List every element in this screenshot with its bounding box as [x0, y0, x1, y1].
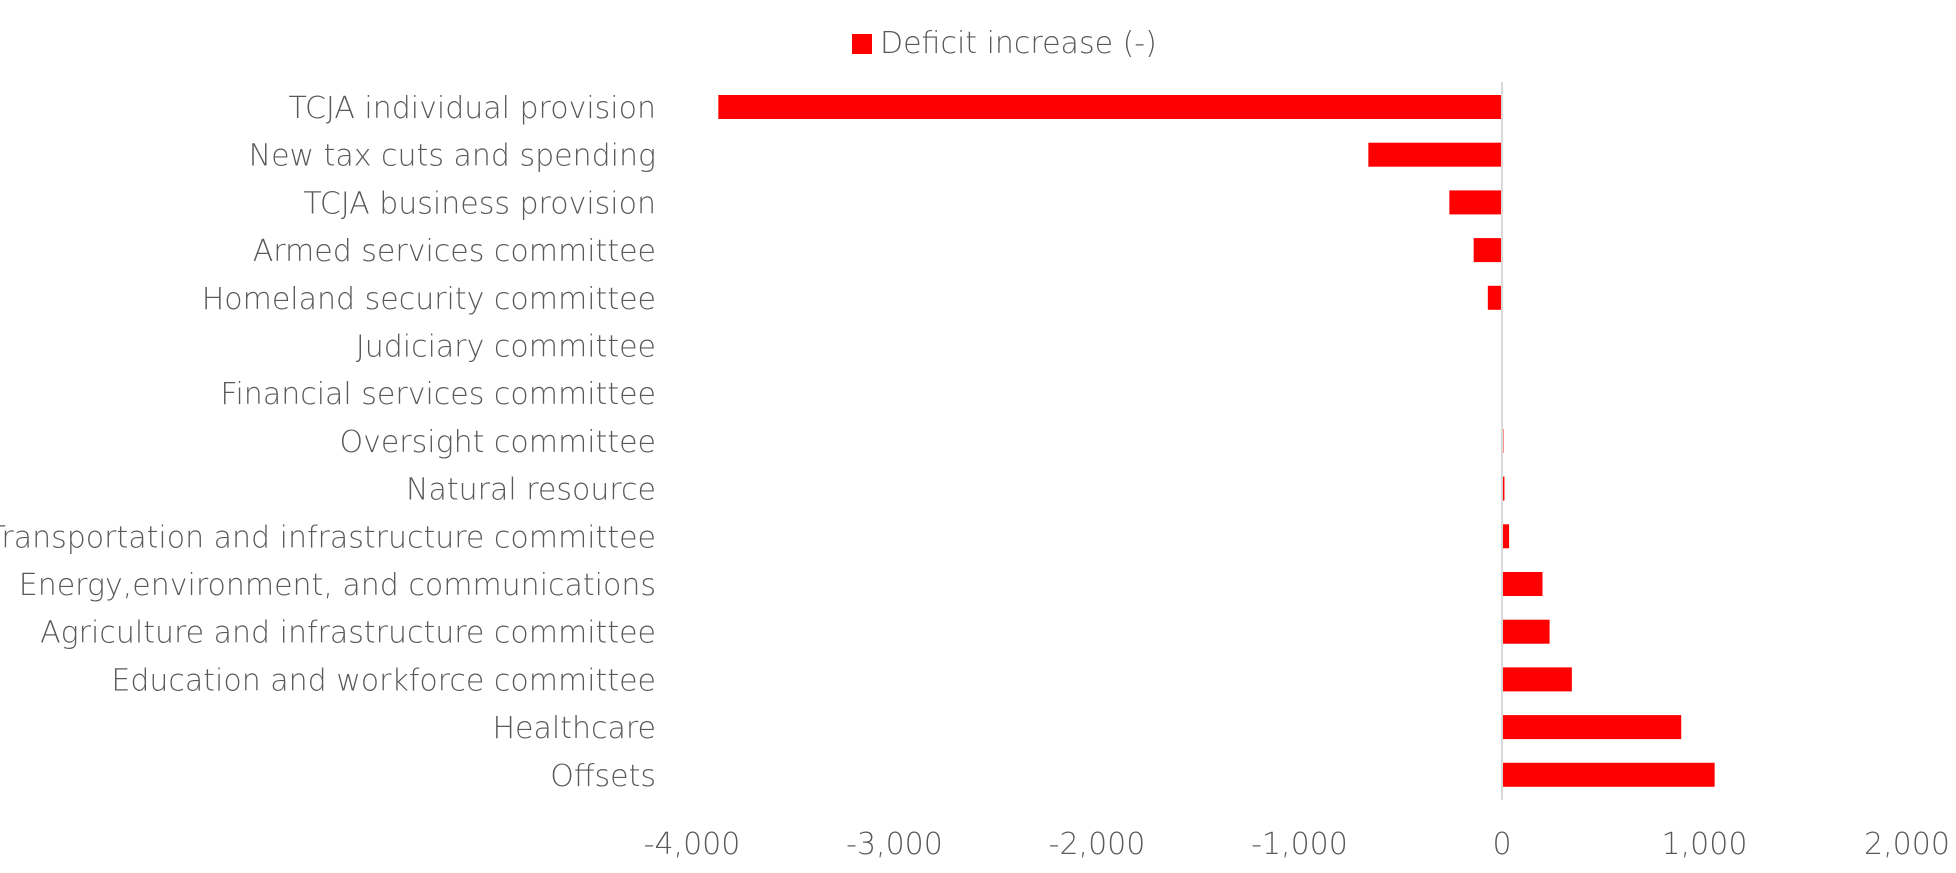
category-label-2: TCJA business provision — [303, 186, 656, 221]
category-label-12: Education and workforce committee — [111, 663, 656, 698]
bar-9 — [1502, 524, 1510, 549]
category-label-0: TCJA individual provision — [288, 91, 656, 126]
bar-3 — [1473, 238, 1502, 263]
category-label-5: Judiciary committee — [356, 330, 656, 365]
category-label-6: Financial services committee — [220, 377, 656, 412]
x-tick-label-3: -1,000 — [1251, 827, 1348, 862]
x-tick-label-1: -3,000 — [846, 827, 943, 862]
x-tick-label-2: -2,000 — [1049, 827, 1146, 862]
category-label-4: Homeland security committee — [202, 282, 656, 317]
bar-10 — [1502, 572, 1543, 596]
x-tick-label-6: 2,000 — [1864, 827, 1950, 862]
bar-1 — [1368, 142, 1502, 167]
x-tick-label-0: -4,000 — [644, 827, 741, 862]
bar-11 — [1502, 619, 1550, 644]
category-label-10: Energy,environment, and communications — [19, 568, 656, 603]
bars-group — [718, 95, 1715, 787]
category-label-11: Agriculture and infrastructure committee — [40, 616, 656, 651]
category-labels: TCJA individual provision New tax cuts an… — [0, 91, 656, 794]
category-label-9: Transportation and infrastructure commit… — [0, 520, 656, 555]
legend-label: Deficit increase (-) — [880, 26, 1157, 61]
category-label-1: New tax cuts and spending — [249, 139, 656, 174]
category-label-7: Oversight committee — [339, 425, 656, 460]
x-tick-label-5: 1,000 — [1662, 827, 1748, 862]
bar-14 — [1502, 762, 1715, 787]
bar-13 — [1502, 715, 1682, 740]
bar-2 — [1449, 190, 1502, 215]
bar-0 — [718, 95, 1502, 119]
category-label-3: Armed services committee — [253, 234, 656, 269]
x-axis-tick-labels: -4,000 -3,000 -2,000 -1,000 0 1,000 2,000 — [644, 827, 1950, 862]
bar-12 — [1502, 667, 1572, 692]
category-label-13: Healthcare — [492, 711, 656, 746]
category-label-8: Natural resource — [406, 473, 656, 508]
bar-4 — [1487, 285, 1502, 310]
category-label-14: Offsets — [550, 759, 656, 794]
x-tick-label-4: 0 — [1492, 827, 1511, 862]
legend: Deficit increase (-) — [852, 26, 1157, 61]
legend-swatch — [852, 34, 872, 54]
bar-8 — [1502, 476, 1505, 501]
